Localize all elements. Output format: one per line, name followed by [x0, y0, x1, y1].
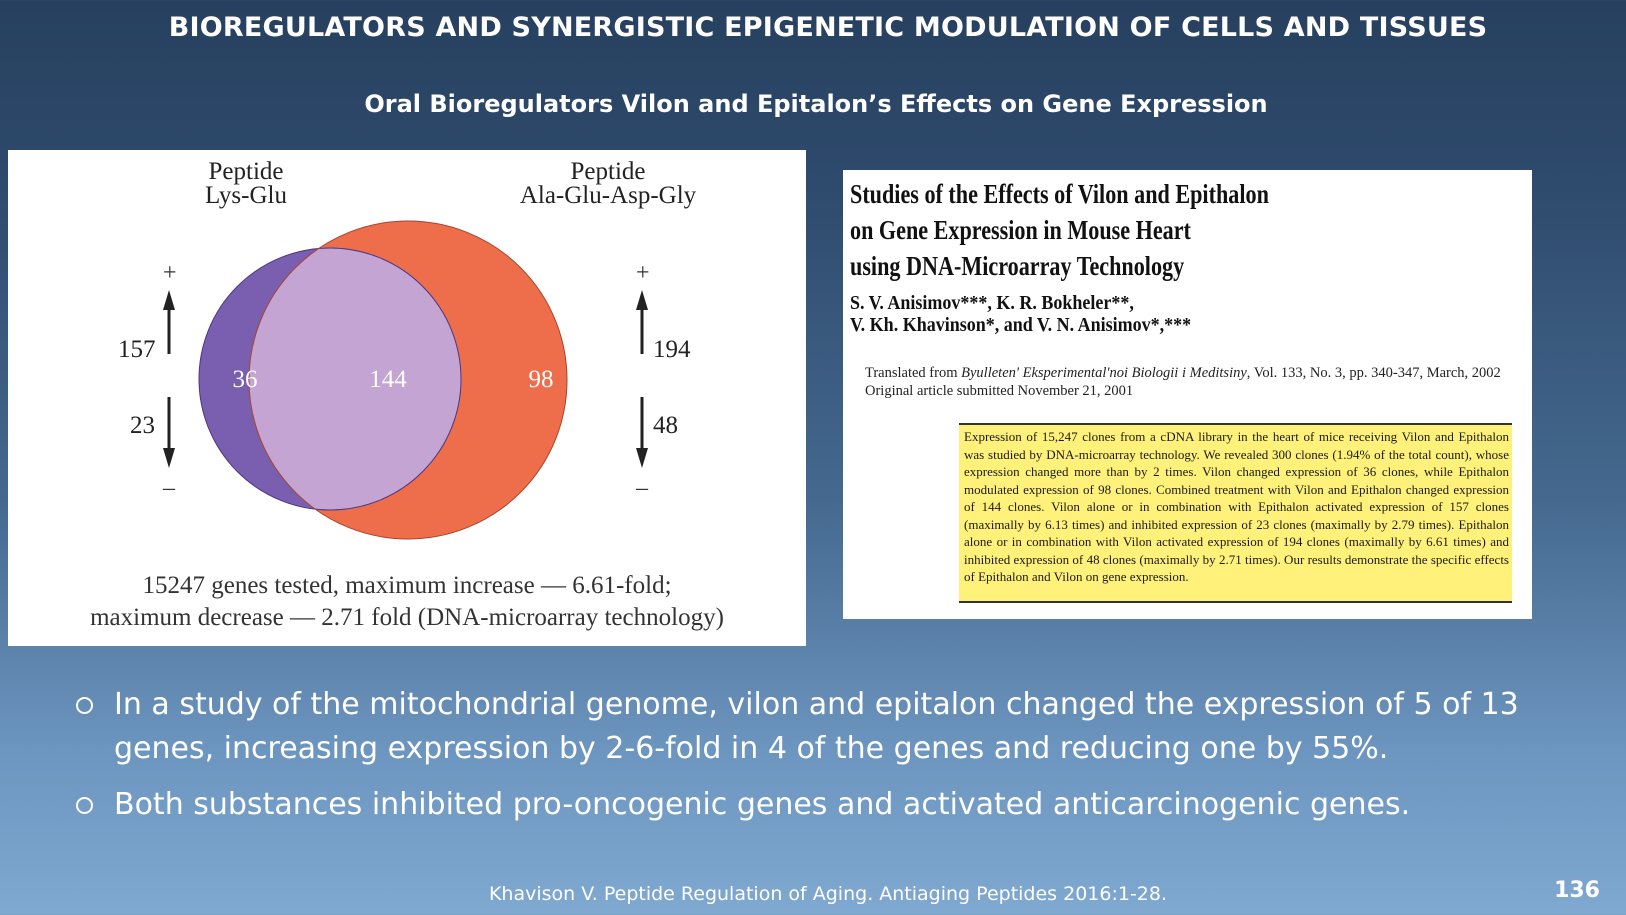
- venn-diagram-panel: Peptide Lys-Glu Peptide Ala-Glu-Asp-Gly …: [8, 150, 806, 646]
- paper-title-line1: Studies of the Effects of Vilon and Epit…: [850, 179, 1269, 209]
- right-minus-sign: –: [636, 475, 648, 501]
- bullet-text: In a study of the mitochondrial genome, …: [114, 687, 1519, 766]
- left-down-arrow: [163, 397, 175, 468]
- paper-authors-line1: S. V. Anisimov***, K. R. Bokheler**,: [850, 292, 1134, 314]
- paper-authors-line2: V. Kh. Khavinson*, and V. N. Anisimov*,*…: [850, 314, 1192, 336]
- translated-suffix: , Vol. 133, No. 3, pp. 340-347, March, 2…: [1246, 365, 1501, 381]
- paper-authors: S. V. Anisimov***, K. R. Bokheler**, V. …: [850, 292, 1318, 336]
- bullet-item: In a study of the mitochondrial genome, …: [72, 683, 1592, 771]
- venn-caption-line1: 15247 genes tested, maximum increase — 6…: [142, 572, 672, 599]
- left-minus-sign: –: [163, 475, 175, 501]
- slide-citation: Khavison V. Peptide Regulation of Aging.…: [488, 883, 1168, 905]
- right-peptide-label-line1: Peptide: [570, 158, 646, 185]
- bullet-item: Both substances inhibited pro-oncogenic …: [72, 783, 1592, 827]
- paper-abstract-highlight: Expression of 15,247 clones from a cDNA …: [959, 423, 1512, 603]
- left-peptide-label: Peptide Lys-Glu: [191, 158, 301, 209]
- paper-source-note: Translated from Byulleten' Eksperimental…: [865, 364, 1525, 400]
- overlap-value: 144: [369, 366, 407, 393]
- paper-title-line2: on Gene Expression in Mouse Heart: [850, 215, 1191, 245]
- paper-title: Studies of the Effects of Vilon and Epit…: [850, 176, 1276, 284]
- venn-caption: 15247 genes tested, maximum increase — 6…: [8, 570, 806, 634]
- slide-title: BIOREGULATORS AND SYNERGISTIC EPIGENETIC…: [168, 12, 1488, 43]
- venn-diagram: [163, 220, 648, 540]
- page-number: 136: [1554, 878, 1600, 903]
- bullet-circle-icon: [76, 697, 93, 714]
- right-peptide-label: Peptide Ala-Glu-Asp-Gly: [488, 158, 728, 209]
- right-circle-outline: [248, 220, 568, 540]
- bullet-circle-icon: [76, 797, 93, 814]
- right-only-value: 98: [528, 366, 554, 393]
- journal-name: Byulleten' Eksperimental'noi Biologii i …: [961, 365, 1247, 381]
- left-circle-outline: [198, 247, 462, 511]
- right-down-count: 48: [653, 412, 678, 439]
- left-down-count: 23: [130, 412, 155, 439]
- paper-excerpt-panel: Studies of the Effects of Vilon and Epit…: [843, 170, 1532, 619]
- overlap-region: [249, 248, 461, 510]
- bullet-list: In a study of the mitochondrial genome, …: [72, 683, 1592, 839]
- paper-submitted: Original article submitted November 21, …: [865, 383, 1134, 399]
- paper-abstract: Expression of 15,247 clones from a cDNA …: [964, 429, 1509, 584]
- translated-prefix: Translated from: [865, 365, 962, 381]
- right-up-count: 194: [653, 336, 691, 363]
- paper-title-line3: using DNA-Microarray Technology: [850, 251, 1185, 281]
- paper-translated-from: Translated from Byulleten' Eksperimental…: [865, 364, 1525, 382]
- right-peptide-label-line2: Ala-Glu-Asp-Gly: [519, 182, 697, 209]
- slide-subtitle: Oral Bioregulators Vilon and Epitalon’s …: [364, 90, 1268, 118]
- left-peptide-label-line2: Lys-Glu: [205, 182, 287, 209]
- left-peptide-label-line1: Peptide: [208, 158, 284, 185]
- bullet-text: Both substances inhibited pro-oncogenic …: [114, 787, 1411, 822]
- right-down-arrow: [636, 397, 648, 468]
- right-plus-sign: +: [636, 260, 650, 286]
- left-only-value: 36: [232, 366, 258, 393]
- left-up-arrow: [163, 290, 175, 354]
- left-plus-sign: +: [163, 260, 177, 286]
- venn-caption-line2: maximum decrease — 2.71 fold (DNA-microa…: [90, 604, 724, 631]
- right-up-arrow: [636, 290, 648, 354]
- left-up-count: 157: [118, 336, 156, 363]
